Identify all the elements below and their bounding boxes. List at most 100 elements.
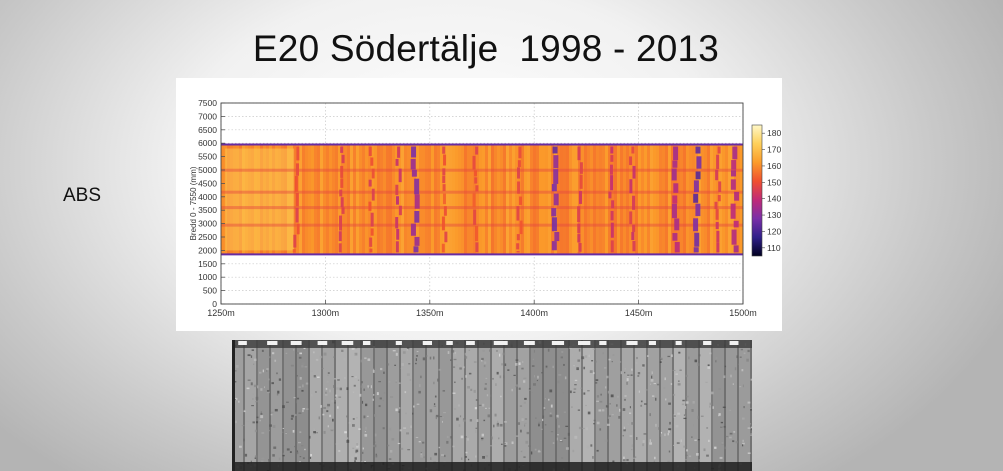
scan-texture — [400, 367, 404, 369]
heatmap-streak-segment — [695, 203, 701, 217]
scan-texture — [467, 385, 471, 389]
scan-texture — [646, 340, 648, 471]
scan-texture — [640, 404, 643, 407]
scan-texture — [338, 450, 341, 452]
scan-texture — [672, 369, 676, 371]
scan-texture — [642, 364, 645, 367]
scan-texture — [500, 443, 503, 445]
heatmap-streak-segment — [371, 188, 375, 201]
scan-texture — [618, 415, 621, 419]
scan-texture — [346, 439, 350, 443]
heatmap-cell-column — [374, 144, 377, 255]
scan-texture — [462, 418, 466, 420]
scan-texture — [734, 367, 737, 371]
scan-texture — [548, 398, 550, 401]
scan-texture — [250, 382, 253, 386]
scan-texture — [683, 445, 686, 448]
scan-texture — [742, 417, 745, 420]
scan-texture — [684, 405, 687, 409]
scan-texture — [715, 356, 718, 360]
heatmap-streak-segment — [292, 249, 296, 253]
heatmap-streak-segment — [716, 154, 720, 169]
scan-texture — [611, 361, 613, 363]
y-tick-label: 500 — [203, 286, 217, 296]
heatmap-cell-column — [359, 144, 362, 255]
scan-texture — [730, 374, 732, 378]
scan-texture — [698, 354, 701, 357]
scan-texture — [496, 371, 499, 375]
scan-texture — [464, 436, 467, 438]
scan-texture — [234, 399, 236, 401]
scan-texture — [544, 424, 547, 426]
scan-texture — [563, 437, 567, 439]
scan-texture — [559, 441, 563, 443]
scan-texture — [552, 442, 555, 444]
scan-texture — [282, 454, 285, 457]
scan-texture — [721, 442, 724, 445]
scan-texture — [464, 356, 468, 359]
scan-texture — [617, 395, 619, 398]
scan-texture — [308, 340, 310, 471]
scan-texture — [623, 426, 625, 430]
scan-texture — [595, 379, 599, 382]
scan-texture — [627, 423, 630, 425]
scan-texture — [709, 405, 711, 408]
heatmap-streak-segment — [413, 246, 419, 253]
scan-texture — [624, 371, 626, 374]
scan-texture — [336, 340, 349, 471]
y-tick-label: 3000 — [198, 219, 217, 229]
heatmap-cell-column — [497, 144, 500, 255]
heatmap-cell-column — [356, 144, 359, 255]
scan-texture — [305, 408, 309, 411]
heatmap-streak-segment — [368, 179, 372, 187]
y-tick-label: 4000 — [198, 192, 217, 202]
colorbar-tick-label: 130 — [767, 210, 781, 220]
heatmap-streak-segment — [629, 211, 633, 225]
scan-texture — [232, 340, 245, 471]
heatmap-cell-column — [347, 144, 350, 255]
heatmap-cell-column — [683, 144, 686, 255]
heatmap-streak-segment — [410, 223, 416, 236]
scan-texture — [626, 458, 629, 462]
scan-texture — [542, 418, 544, 422]
scan-texture — [627, 374, 630, 376]
scan-texture — [412, 412, 414, 415]
heatmap-cell-column — [677, 144, 680, 255]
scan-texture — [661, 340, 674, 471]
heatmap-cell-column — [509, 144, 512, 255]
heatmap-cell-column — [551, 144, 554, 255]
scan-texture — [389, 427, 392, 431]
scan-texture — [452, 392, 456, 394]
scan-texture — [638, 390, 640, 393]
heatmap-cell-column — [665, 144, 668, 255]
scan-texture — [631, 444, 633, 447]
scan-texture — [742, 384, 744, 388]
scan-texture — [305, 382, 309, 385]
heatmap-streak — [338, 146, 345, 253]
scan-texture — [466, 340, 479, 471]
scan-texture — [440, 340, 453, 471]
scan-texture — [608, 415, 611, 417]
scan-texture — [653, 460, 655, 464]
heatmap-cell-column — [431, 144, 434, 255]
heatmap-cell-column — [392, 144, 395, 255]
scan-texture — [362, 447, 364, 450]
scan-texture — [301, 389, 304, 392]
scan-texture — [235, 420, 237, 424]
heatmap-streak-segment — [694, 232, 700, 247]
scan-texture — [478, 404, 482, 406]
heatmap-cell-column — [680, 144, 683, 255]
scan-texture — [636, 356, 638, 360]
scan-texture — [660, 431, 663, 434]
heatmap-cell-column — [701, 144, 704, 255]
heatmap-cell-column — [560, 144, 563, 255]
scan-texture — [271, 352, 275, 355]
heatmap-cell-column — [722, 144, 725, 255]
scan-texture — [367, 358, 371, 361]
scan-texture — [540, 428, 543, 430]
scan-texture — [315, 360, 317, 364]
heatmap-cell-column — [623, 144, 626, 255]
heatmap-streak-segment — [369, 237, 373, 247]
heatmap-cell-column — [326, 144, 329, 255]
scan-texture — [485, 407, 487, 410]
